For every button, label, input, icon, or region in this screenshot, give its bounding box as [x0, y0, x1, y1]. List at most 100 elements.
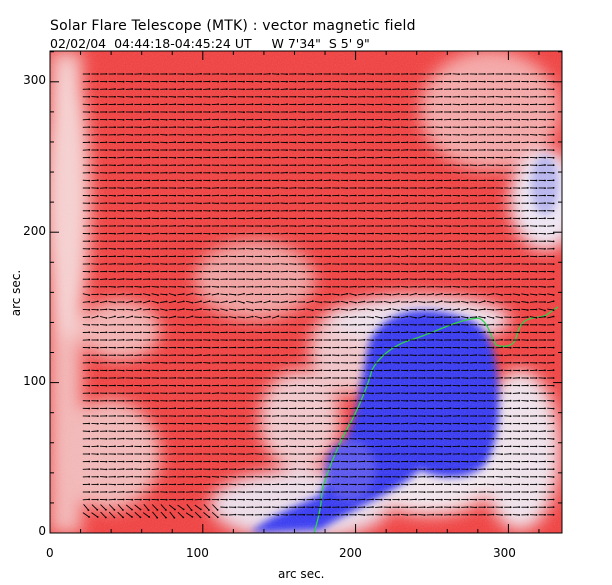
vector-arrow: [289, 301, 296, 303]
vector-arrow-head: [182, 179, 185, 182]
vector-arrow-head: [286, 339, 288, 341]
vector-arrow: [435, 308, 442, 311]
vector-arrow-head: [217, 324, 220, 326]
vector-arrow-head: [518, 331, 521, 334]
vector-arrow-head: [260, 156, 263, 159]
vector-arrow-head: [268, 247, 271, 250]
vector-arrow-head: [139, 278, 142, 280]
vector-arrow-head: [492, 95, 495, 98]
vector-arrow-head: [165, 202, 168, 205]
vector-arrow: [521, 308, 528, 311]
vector-arrow-head: [157, 263, 159, 265]
vector-arrow-head: [217, 240, 220, 243]
vector-arrow-head: [182, 224, 185, 227]
vector-arrow-head: [234, 73, 237, 75]
vector-arrow-head: [544, 179, 546, 182]
vector-arrow: [512, 301, 520, 303]
vector-arrow-head: [96, 255, 99, 258]
vector-arrow-head: [174, 255, 177, 258]
vector-arrow-head: [501, 179, 503, 182]
vector-arrow-head: [526, 270, 529, 273]
vector-arrow-head: [354, 377, 357, 379]
vector-arrow-head: [526, 263, 529, 265]
vector-arrow-head: [389, 95, 392, 98]
vector-arrow-head: [466, 263, 469, 265]
vector-arrow-head: [148, 118, 151, 121]
vector-arrow-head: [346, 156, 349, 159]
vector-arrow-head: [148, 217, 151, 220]
vector-arrow-head: [260, 339, 263, 341]
vector-arrow-head: [105, 172, 108, 174]
vector-arrow-head: [501, 202, 503, 204]
vector-arrow-head: [268, 179, 271, 182]
vector-arrow-head: [389, 240, 392, 243]
vector-arrow-head: [105, 164, 108, 167]
vector-arrow-head: [217, 415, 220, 417]
vector-arrow-head: [131, 255, 134, 258]
vector-arrow-head: [492, 309, 495, 311]
vector-arrow-head: [552, 285, 555, 288]
vector-arrow-head: [509, 210, 512, 212]
vector-arrow-head: [475, 111, 478, 113]
vector-arrow-head: [251, 263, 254, 266]
vector-arrow-head: [234, 141, 237, 144]
vector-arrow-head: [415, 300, 417, 303]
vector-arrow-head: [243, 407, 245, 410]
vector-arrow-head: [122, 88, 125, 90]
vector-arrow-head: [475, 339, 478, 341]
vector-arrow-head: [449, 141, 452, 144]
vector-arrow-head: [544, 270, 546, 273]
vector-arrow-head: [389, 377, 392, 379]
vector-arrow-head: [535, 255, 538, 258]
vector-arrow-head: [148, 331, 151, 334]
vector-arrow-head: [415, 308, 417, 311]
vector-arrow-head: [526, 331, 529, 334]
vector-arrow-head: [415, 354, 417, 357]
vector-arrow-head: [191, 339, 194, 341]
vector-arrow-head: [380, 293, 383, 296]
vector-arrow-head: [217, 354, 220, 357]
vector-arrow-head: [329, 156, 331, 159]
vector-arrow-head: [303, 316, 306, 318]
vector-arrow-head: [268, 156, 271, 159]
vector-arrow-head: [122, 171, 125, 174]
vector-arrow-head: [337, 300, 340, 303]
vector-arrow-head: [200, 415, 202, 417]
vector-arrow-head: [337, 331, 340, 334]
vector-arrow-head: [303, 369, 306, 372]
vector-arrow-head: [243, 187, 245, 189]
vector-arrow-head: [518, 232, 521, 235]
vector-arrow-head: [329, 133, 331, 136]
vector-arrow-head: [475, 301, 478, 304]
vector-arrow-head: [552, 300, 555, 303]
vector-arrow-head: [458, 73, 460, 76]
vector-arrow-head: [182, 278, 185, 281]
vector-arrow-head: [501, 316, 503, 319]
vector-arrow-head: [165, 293, 168, 296]
vector-arrow-head: [380, 286, 383, 288]
vector-arrow-head: [329, 278, 331, 281]
vector-arrow-head: [243, 323, 245, 326]
vector-arrow-head: [406, 263, 409, 266]
vector-arrow-head: [182, 415, 185, 417]
vector-arrow-head: [509, 103, 512, 106]
vector-arrow-head: [200, 179, 202, 182]
vector-arrow-head: [88, 88, 91, 90]
vector-arrow-head: [329, 286, 331, 288]
vector-arrow-head: [105, 392, 108, 395]
vector-arrow-head: [492, 156, 495, 159]
vector-arrow-head: [268, 377, 271, 379]
vector-arrow-head: [475, 88, 478, 91]
vector-arrow-head: [260, 278, 263, 280]
vector-arrow-head: [518, 80, 521, 83]
vector-arrow-head: [518, 323, 521, 326]
vector-arrow-head: [294, 149, 297, 152]
vector-arrow-head: [294, 293, 297, 296]
vector-arrow-head: [440, 248, 443, 250]
vector-arrow-head: [458, 346, 460, 349]
vector-arrow-head: [415, 194, 417, 197]
vector-arrow-head: [294, 323, 297, 326]
vector-arrow-head: [208, 300, 211, 303]
vector-arrow-head: [423, 248, 426, 250]
vector-arrow-head: [225, 179, 228, 182]
